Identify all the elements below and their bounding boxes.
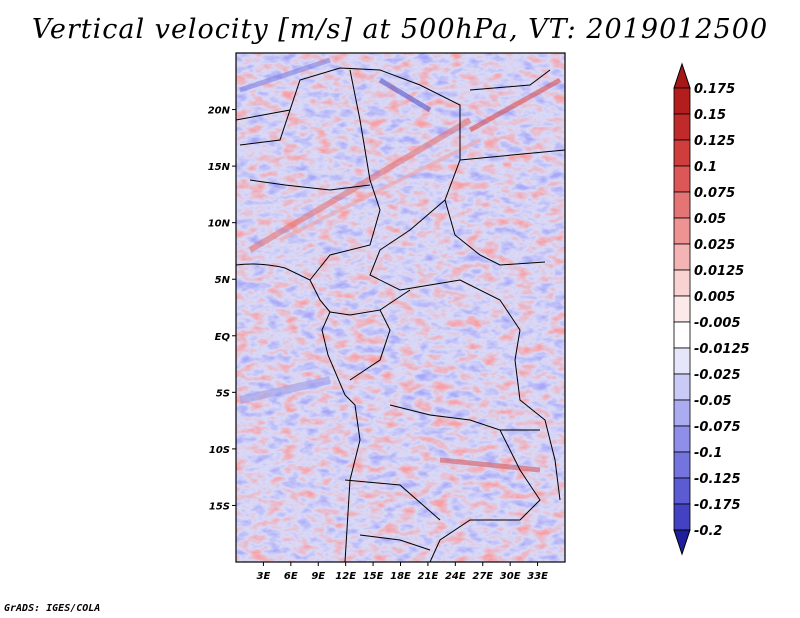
lon-tick-label: 6E bbox=[284, 571, 298, 582]
colorbar-bottom-arrow bbox=[673, 529, 691, 556]
lat-tick-label: 5N bbox=[215, 275, 231, 286]
colorbar-segment bbox=[673, 399, 691, 427]
lon-tick-label: 24E bbox=[445, 571, 466, 582]
colorbar-label: -0.125 bbox=[694, 472, 741, 487]
colorbar-segment bbox=[673, 425, 691, 453]
lon-tick-label: 21E bbox=[418, 571, 439, 582]
colorbar-label: 0.15 bbox=[694, 108, 726, 123]
colorbar-segment bbox=[673, 139, 691, 167]
lat-tick-label: 10N bbox=[208, 219, 231, 230]
colorbar-label: -0.0125 bbox=[694, 342, 750, 357]
colorbar-label: 0.005 bbox=[694, 290, 735, 305]
lon-tick-label: 18E bbox=[390, 571, 411, 582]
longitude-axis: 3E 6E 9E 12E 15E 18E 21E 24E 27E 30E 33E bbox=[257, 562, 548, 582]
lat-tick-label: EQ bbox=[215, 332, 231, 343]
lon-tick-label: 9E bbox=[311, 571, 325, 582]
lon-tick-label: 33E bbox=[527, 571, 548, 582]
lon-tick-label: 30E bbox=[500, 571, 521, 582]
colorbar-label: 0.1 bbox=[694, 160, 717, 175]
colorbar-label: 0.0125 bbox=[694, 264, 744, 279]
colorbar-segment bbox=[673, 373, 691, 401]
colorbar-segment bbox=[673, 451, 691, 479]
colorbar-segment bbox=[673, 217, 691, 245]
colorbar-label: -0.005 bbox=[694, 316, 741, 331]
colorbar-top-arrow bbox=[673, 62, 691, 89]
colorbar-segment bbox=[673, 477, 691, 505]
lon-tick-label: 12E bbox=[335, 571, 356, 582]
colorbar-segment bbox=[673, 269, 691, 297]
grads-credit: GrADS: IGES/COLA bbox=[4, 603, 101, 614]
lat-tick-label: 15N bbox=[208, 162, 231, 173]
colorbar-segment bbox=[673, 503, 691, 531]
colorbar-legend: 0.175 0.15 0.125 0.1 0.075 0.05 0.025 0.0125 0.0… bbox=[673, 62, 750, 556]
lon-tick-label: 27E bbox=[472, 571, 493, 582]
colorbar-segment bbox=[673, 295, 691, 323]
chart-title: Vertical velocity [m/s] at 500hPa, VT: 2… bbox=[31, 14, 769, 45]
latitude-axis: 20N 15N 10N 5N EQ 5S 10S 15S bbox=[208, 106, 236, 512]
colorbar-label: -0.025 bbox=[694, 368, 741, 383]
colorbar-segment bbox=[673, 347, 691, 375]
colorbar-label: -0.05 bbox=[694, 394, 731, 409]
velocity-field bbox=[236, 53, 565, 562]
colorbar-segment bbox=[673, 113, 691, 141]
lon-tick-label: 3E bbox=[257, 571, 271, 582]
colorbar-segment bbox=[673, 191, 691, 219]
colorbar-label: -0.175 bbox=[694, 498, 741, 513]
colorbar-segment bbox=[673, 165, 691, 193]
colorbar-label: -0.075 bbox=[694, 420, 741, 435]
colorbar-label: 0.025 bbox=[694, 238, 735, 253]
country-boundaries bbox=[236, 67, 565, 562]
colorbar-label: -0.2 bbox=[694, 524, 722, 539]
colorbar-segment bbox=[673, 321, 691, 349]
colorbar-label: 0.125 bbox=[694, 134, 735, 149]
lat-tick-label: 20N bbox=[208, 106, 231, 117]
colorbar-label: 0.075 bbox=[694, 186, 735, 201]
colorbar-label: 0.175 bbox=[694, 82, 735, 97]
colorbar-label: 0.05 bbox=[694, 212, 726, 227]
lat-tick-label: 15S bbox=[209, 501, 230, 512]
lon-tick-label: 15E bbox=[363, 571, 384, 582]
lat-tick-label: 5S bbox=[216, 388, 230, 399]
colorbar-segment bbox=[673, 87, 691, 115]
lat-tick-label: 10S bbox=[209, 445, 230, 456]
colorbar-segment bbox=[673, 243, 691, 271]
colorbar-label: -0.1 bbox=[694, 446, 722, 461]
